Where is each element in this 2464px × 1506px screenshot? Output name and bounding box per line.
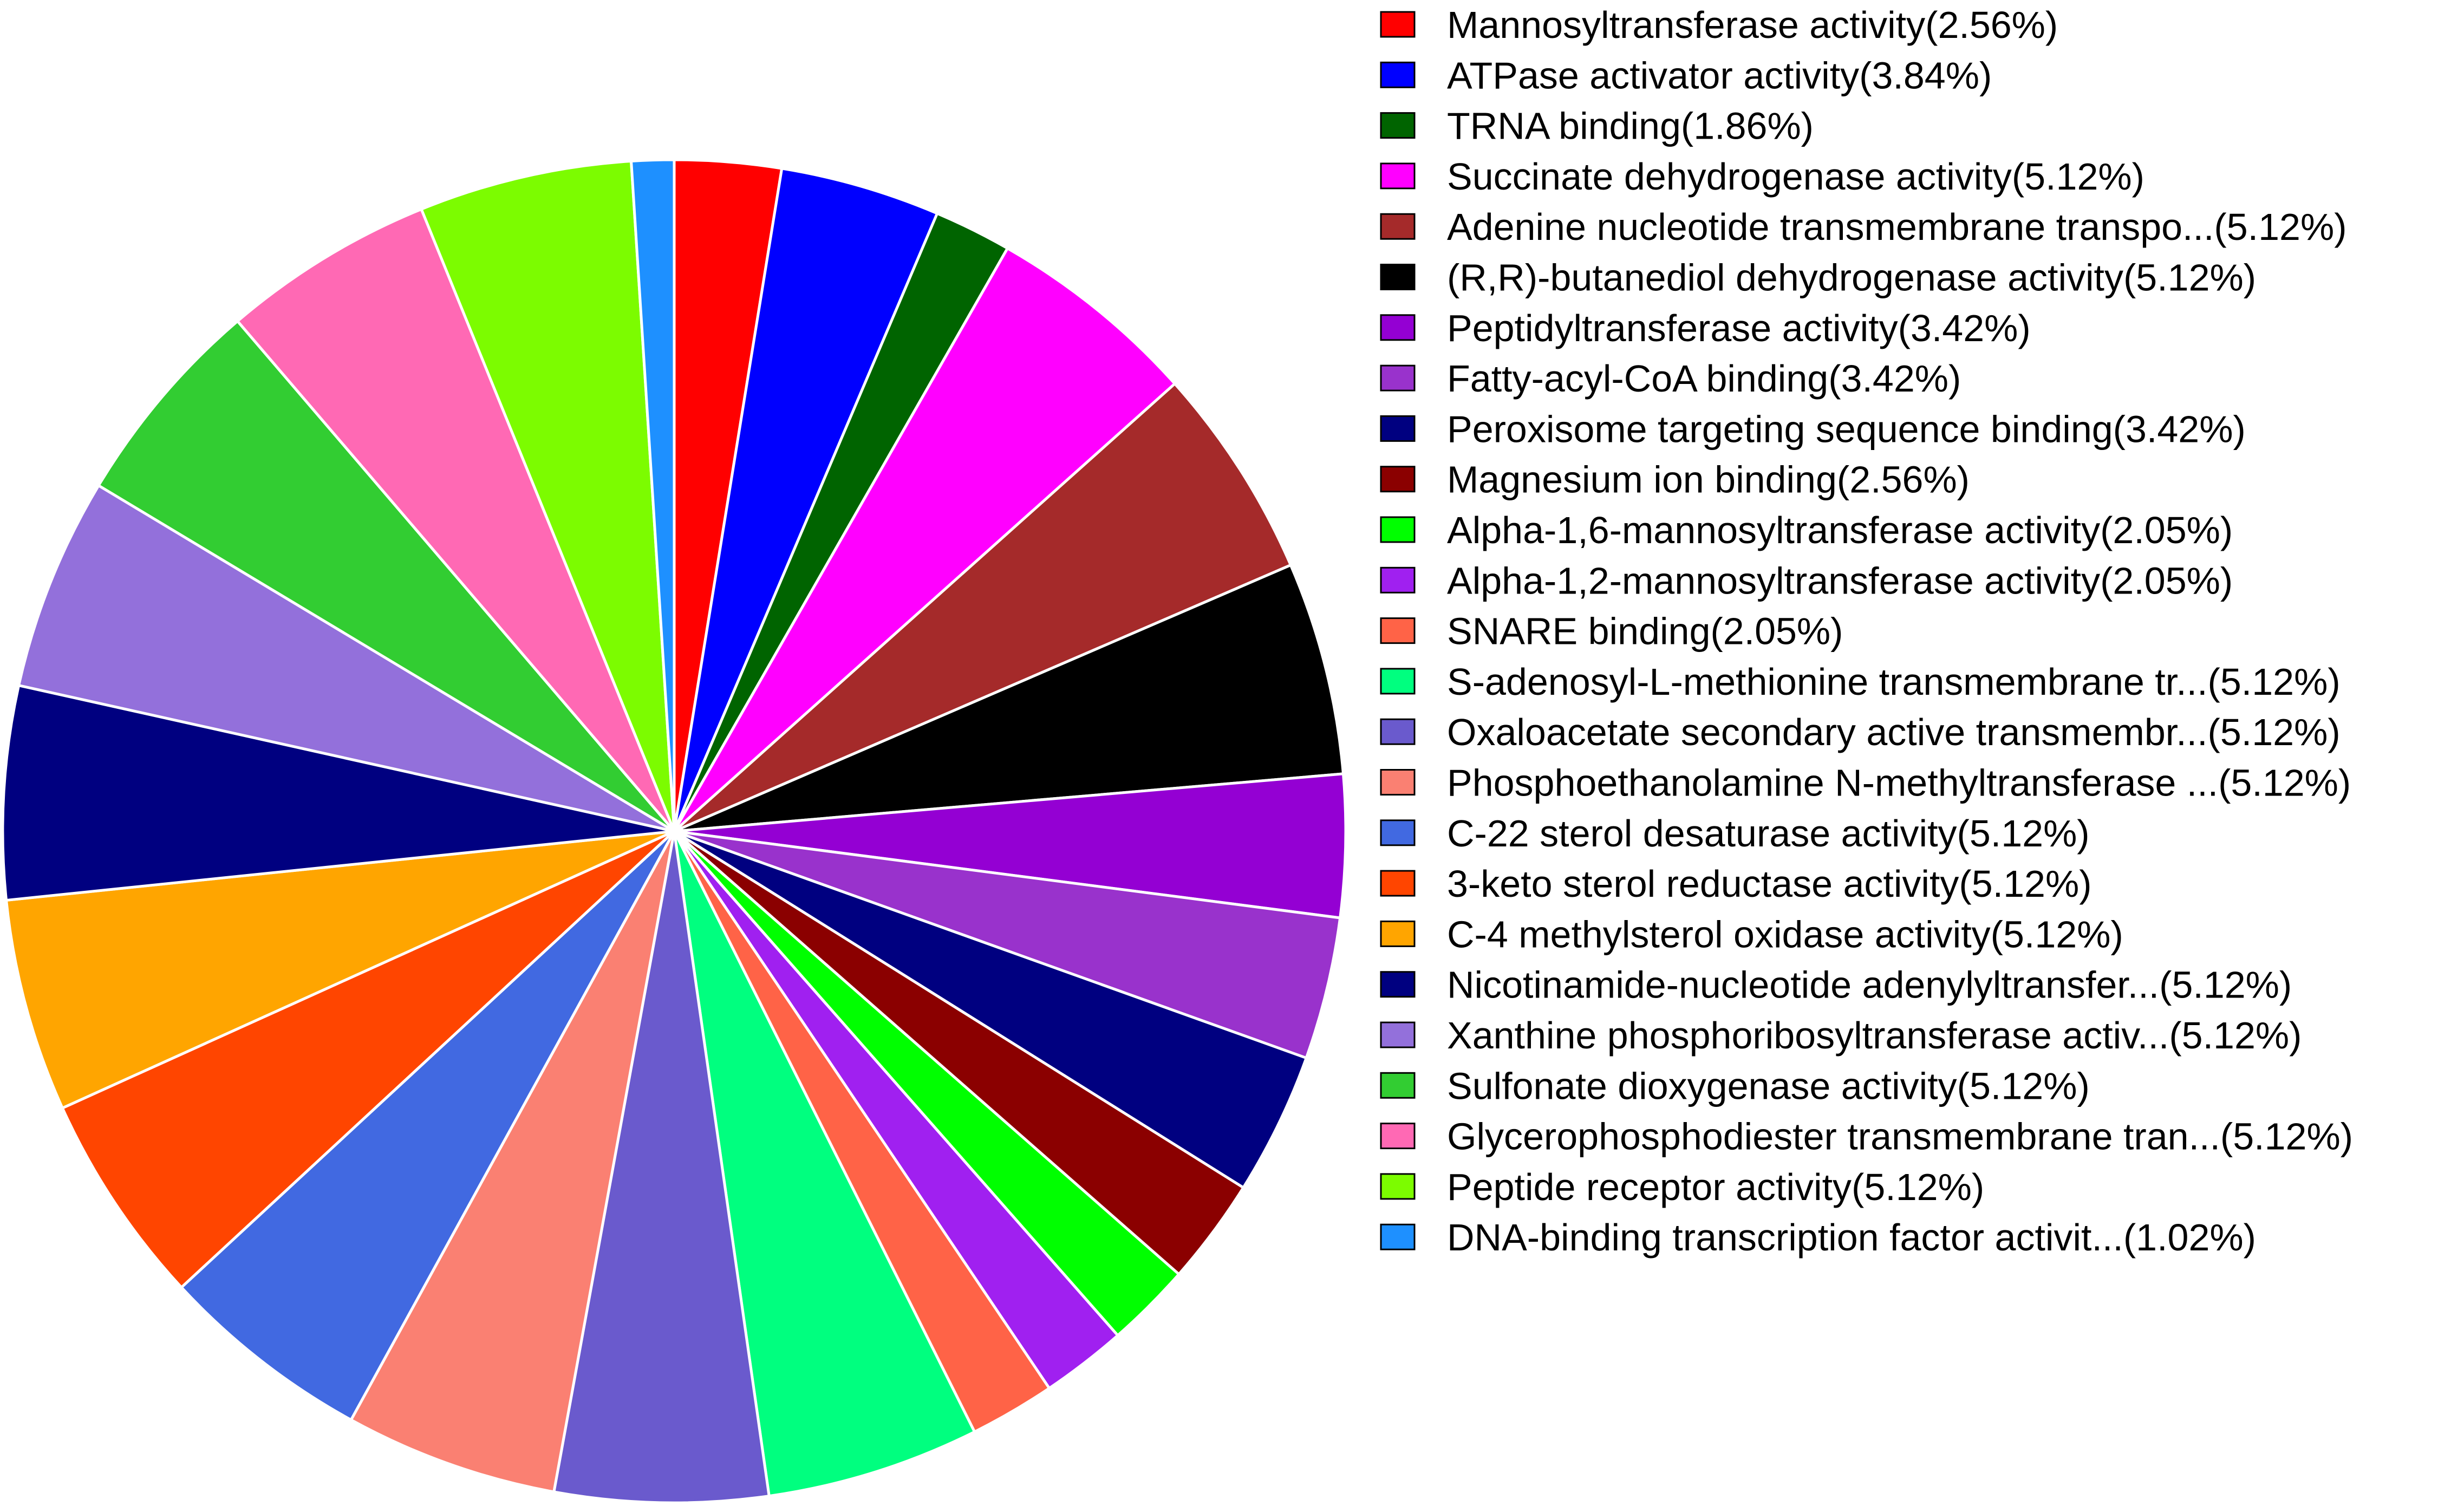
- legend-label: Sulfonate dioxygenase activity(5.12%): [1447, 1065, 2090, 1107]
- legend-item: SNARE binding(2.05%): [1380, 610, 1843, 653]
- pie-slice-4: [673, 247, 1176, 833]
- legend-item: Alpha-1,6-mannosyltransferase activity(2…: [1380, 509, 2233, 551]
- pie-slice-19: [5, 830, 676, 1110]
- legend-label: Alpha-1,6-mannosyltransferase activity(2…: [1447, 509, 2233, 551]
- legend-swatch: [1380, 364, 1416, 392]
- legend-item: 3-keto sterol reductase activity(5.12%): [1380, 863, 2092, 905]
- legend-item: Magnesium ion binding(2.56%): [1380, 459, 1970, 501]
- legend-item: ATPase activator activity(3.84%): [1380, 54, 1992, 96]
- pie-slice-14: [673, 830, 976, 1498]
- legend-swatch: [1380, 1072, 1416, 1099]
- legend-item: Phosphoethanolamine N-methyltransferase …: [1380, 762, 2351, 804]
- legend-swatch: [1380, 920, 1416, 947]
- legend-item: Nicotinamide-nucleotide adenylyltransfer…: [1380, 964, 2292, 1006]
- legend-swatch: [1380, 1173, 1416, 1200]
- legend-swatch: [1380, 11, 1416, 38]
- legend-swatch: [1380, 466, 1416, 493]
- legend-item: Glycerophosphodiester transmembrane tran…: [1380, 1116, 2353, 1158]
- legend-label: Peroxisome targeting sequence binding(3.…: [1447, 408, 2246, 450]
- pie-slice-18: [61, 830, 676, 1289]
- legend-swatch: [1380, 61, 1416, 88]
- pie-slice-9: [673, 830, 1308, 1189]
- legend-label: C-22 sterol desaturase activity(5.12%): [1447, 812, 2090, 855]
- legend-item: C-4 methylsterol oxidase activity(5.12%): [1380, 913, 2123, 955]
- legend-label: Fatty-acyl-CoA binding(3.42%): [1447, 357, 1961, 400]
- pie-slice-23: [236, 207, 676, 833]
- legend-item: Sulfonate dioxygenase activity(5.12%): [1380, 1065, 2090, 1107]
- legend-label: Alpha-1,2-mannosyltransferase activity(2…: [1447, 559, 2233, 602]
- legend-label: Xanthine phosphoribosyltransferase activ…: [1447, 1014, 2302, 1057]
- legend-label: DNA-binding transcription factor activit…: [1447, 1216, 2256, 1259]
- pie-slices: [1, 158, 1347, 1504]
- legend-label: Glycerophosphodiester transmembrane tran…: [1447, 1116, 2353, 1158]
- legend-label: ATPase activator activity(3.84%): [1447, 54, 1992, 96]
- legend-swatch: [1380, 617, 1416, 644]
- legend-label: Peptide receptor activity(5.12%): [1447, 1166, 1984, 1208]
- legend-item: Peroxisome targeting sequence binding(3.…: [1380, 408, 2246, 450]
- legend-item: Peptide receptor activity(5.12%): [1380, 1166, 1984, 1208]
- legend-item: Succinate dehydrogenase activity(5.12%): [1380, 155, 2144, 198]
- legend-swatch: [1380, 769, 1416, 796]
- legend-label: Adenine nucleotide transmembrane transpo…: [1447, 206, 2347, 248]
- legend-item: Mannosyltransferase activity(2.56%): [1380, 4, 2058, 46]
- legend: Mannosyltransferase activity(2.56%) ATPas…: [1380, 4, 2353, 1259]
- legend-swatch: [1380, 213, 1416, 240]
- legend-swatch: [1380, 415, 1416, 442]
- pie-slice-24: [420, 160, 676, 833]
- legend-item: Adenine nucleotide transmembrane transpo…: [1380, 206, 2347, 248]
- legend-label: 3-keto sterol reductase activity(5.12%): [1447, 863, 2092, 905]
- legend-item: Oxaloacetate secondary active transmembr…: [1380, 711, 2341, 753]
- legend-swatch: [1380, 112, 1416, 139]
- legend-item: DNA-binding transcription factor activit…: [1380, 1216, 2256, 1259]
- legend-label: TRNA binding(1.86%): [1447, 105, 1814, 147]
- legend-swatch: [1380, 870, 1416, 897]
- legend-item: (R,R)-butanediol dehydrogenase activity(…: [1380, 257, 2256, 299]
- legend-label: Peptidyltransferase activity(3.42%): [1447, 307, 2031, 349]
- legend-label: Magnesium ion binding(2.56%): [1447, 459, 1970, 501]
- legend-swatch: [1380, 819, 1416, 846]
- legend-label: Phosphoethanolamine N-methyltransferase …: [1447, 762, 2351, 804]
- legend-item: TRNA binding(1.86%): [1380, 105, 1814, 147]
- legend-swatch: [1380, 314, 1416, 341]
- legend-swatch: [1380, 718, 1416, 745]
- legend-swatch: [1380, 516, 1416, 543]
- legend-label: Oxaloacetate secondary active transmembr…: [1447, 711, 2341, 753]
- legend-item: Fatty-acyl-CoA binding(3.42%): [1380, 357, 1961, 400]
- legend-swatch: [1380, 264, 1416, 290]
- pie-slice-2: [673, 167, 939, 833]
- pie-slice-6: [673, 563, 1345, 833]
- legend-swatch: [1380, 971, 1416, 998]
- legend-item: Xanthine phosphoribosyltransferase activ…: [1380, 1014, 2302, 1057]
- legend-swatch: [1380, 1123, 1416, 1150]
- legend-item: Peptidyltransferase activity(3.42%): [1380, 307, 2031, 349]
- legend-label: Nicotinamide-nucleotide adenylyltransfer…: [1447, 964, 2292, 1006]
- pie-slice-15: [552, 830, 771, 1504]
- legend-swatch: [1380, 1223, 1416, 1250]
- legend-swatch: [1380, 566, 1416, 594]
- pie-slice-8: [673, 830, 1342, 1060]
- pie-slice-5: [673, 382, 1292, 833]
- pie-slice-21: [17, 484, 676, 833]
- pie-slice-20: [1, 684, 676, 902]
- pie-slice-25: [630, 158, 676, 833]
- legend-swatch: [1380, 162, 1416, 190]
- legend-swatch: [1380, 668, 1416, 695]
- legend-label: S-adenosyl-L-methionine transmembrane tr…: [1447, 661, 2341, 703]
- legend-label: (R,R)-butanediol dehydrogenase activity(…: [1447, 257, 2256, 299]
- legend-item: S-adenosyl-L-methionine transmembrane tr…: [1380, 661, 2341, 703]
- legend-label: C-4 methylsterol oxidase activity(5.12%): [1447, 913, 2123, 955]
- legend-item: Alpha-1,2-mannosyltransferase activity(2…: [1380, 559, 2233, 602]
- legend-label: SNARE binding(2.05%): [1447, 610, 1843, 653]
- pie-slice-22: [97, 320, 676, 833]
- legend-label: Succinate dehydrogenase activity(5.12%): [1447, 155, 2144, 198]
- pie-slice-16: [349, 830, 676, 1494]
- legend-label: Mannosyltransferase activity(2.56%): [1447, 4, 2058, 46]
- legend-swatch: [1380, 1021, 1416, 1048]
- pie-slice-17: [180, 830, 676, 1422]
- legend-item: C-22 sterol desaturase activity(5.12%): [1380, 812, 2090, 855]
- pie-slice-7: [673, 772, 1347, 920]
